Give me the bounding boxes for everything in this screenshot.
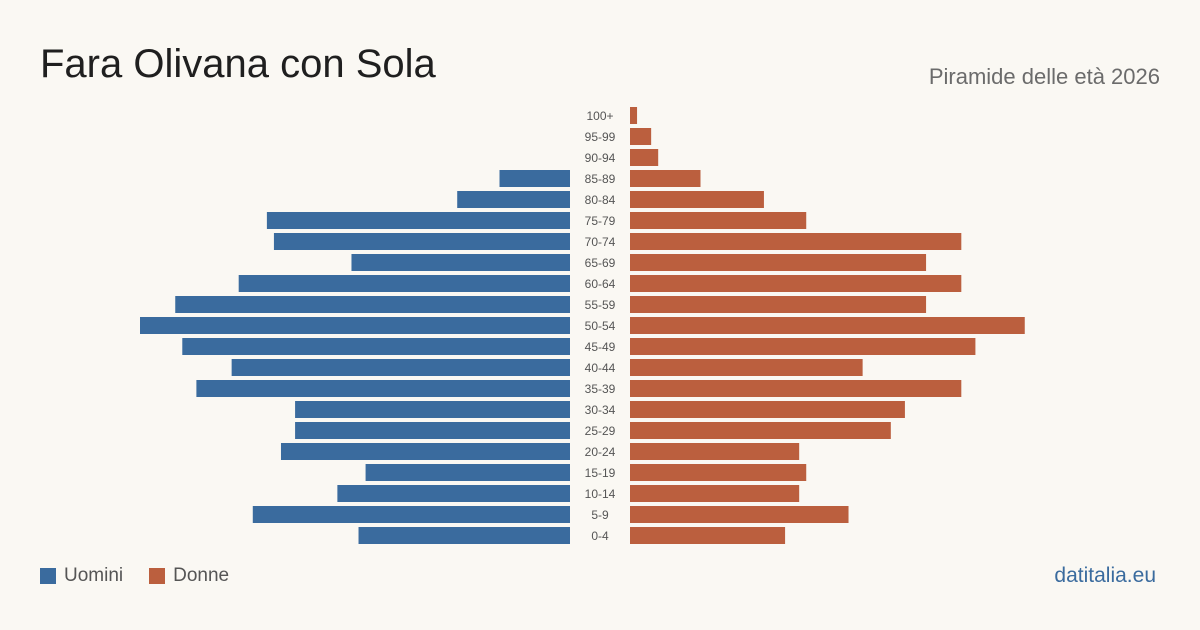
female-bars-group [630, 107, 1025, 544]
legend-item-female: Donne [149, 565, 229, 587]
bar-female-45-49 [630, 338, 976, 355]
bar-male-40-44 [231, 359, 570, 376]
chart-title: Fara Olivana con Sola [40, 42, 436, 86]
age-label-60-64: 60-64 [585, 277, 616, 291]
age-label-65-69: 65-69 [585, 256, 616, 270]
legend-label-female: Donne [173, 565, 230, 586]
age-labels-group: 100+ 95-99 90-94 85-89 80-84 75-79 70-74 65-69 6… [585, 109, 616, 543]
bar-female-40-44 [630, 359, 863, 376]
age-label-25-29: 25-29 [585, 424, 616, 438]
legend-swatch-male [40, 568, 56, 584]
age-label-95-99: 95-99 [585, 130, 616, 144]
age-label-50-54: 50-54 [585, 319, 616, 333]
age-label-70-74: 70-74 [585, 235, 616, 249]
bar-male-10-14 [337, 485, 570, 502]
bar-female-90-94 [630, 149, 659, 166]
bar-female-0-4 [630, 527, 786, 544]
chart-subtitle: Piramide delle età 2026 [928, 64, 1160, 89]
bar-female-85-89 [630, 170, 701, 187]
bar-male-30-34 [295, 401, 570, 418]
bar-male-5-9 [252, 506, 571, 523]
bar-female-20-24 [630, 443, 800, 460]
age-label-45-49: 45-49 [585, 340, 616, 354]
bar-male-50-54 [140, 317, 570, 334]
age-label-5-9: 5-9 [591, 508, 609, 522]
bar-male-0-4 [358, 527, 570, 544]
age-label-85-89: 85-89 [585, 172, 616, 186]
bar-male-70-74 [273, 233, 570, 250]
age-label-15-19: 15-19 [585, 466, 616, 480]
bar-female-10-14 [630, 485, 800, 502]
age-label-40-44: 40-44 [585, 361, 616, 375]
bar-male-80-84 [457, 191, 570, 208]
bar-female-65-69 [630, 254, 927, 271]
age-label-30-34: 30-34 [585, 403, 616, 417]
age-label-35-39: 35-39 [585, 382, 616, 396]
brand-link[interactable]: datitalia.eu [1054, 564, 1156, 587]
bar-male-45-49 [182, 338, 570, 355]
bar-female-80-84 [630, 191, 764, 208]
bar-male-65-69 [351, 254, 570, 271]
age-label-55-59: 55-59 [585, 298, 616, 312]
bar-male-60-64 [238, 275, 570, 292]
bar-female-50-54 [630, 317, 1025, 334]
bar-female-55-59 [630, 296, 927, 313]
age-label-90-94: 90-94 [585, 151, 616, 165]
age-label-0-4: 0-4 [591, 529, 609, 543]
age-label-80-84: 80-84 [585, 193, 616, 207]
bar-female-75-79 [630, 212, 807, 229]
age-label-75-79: 75-79 [585, 214, 616, 228]
bar-female-5-9 [630, 506, 849, 523]
bar-female-60-64 [630, 275, 962, 292]
bar-male-25-29 [295, 422, 570, 439]
age-label-100plus: 100+ [586, 109, 613, 123]
legend-swatch-female [149, 568, 166, 584]
bar-male-15-19 [365, 464, 570, 481]
bar-male-20-24 [280, 443, 570, 460]
bar-female-100plus [630, 107, 638, 124]
bar-male-35-39 [196, 380, 571, 397]
bar-male-55-59 [175, 296, 570, 313]
bar-female-30-34 [630, 401, 905, 418]
bar-male-75-79 [266, 212, 570, 229]
bar-female-15-19 [630, 464, 807, 481]
bar-female-25-29 [630, 422, 891, 439]
bar-male-85-89 [499, 170, 570, 187]
bar-female-95-99 [630, 128, 652, 145]
bar-female-70-74 [630, 233, 962, 250]
legend: Uomini Donne [40, 565, 255, 587]
legend-label-male: Uomini [64, 565, 124, 586]
age-label-20-24: 20-24 [585, 445, 616, 459]
legend-item-male: Uomini [40, 565, 123, 587]
male-bars-group [140, 170, 571, 544]
bar-female-35-39 [630, 380, 962, 397]
age-label-10-14: 10-14 [585, 487, 616, 501]
